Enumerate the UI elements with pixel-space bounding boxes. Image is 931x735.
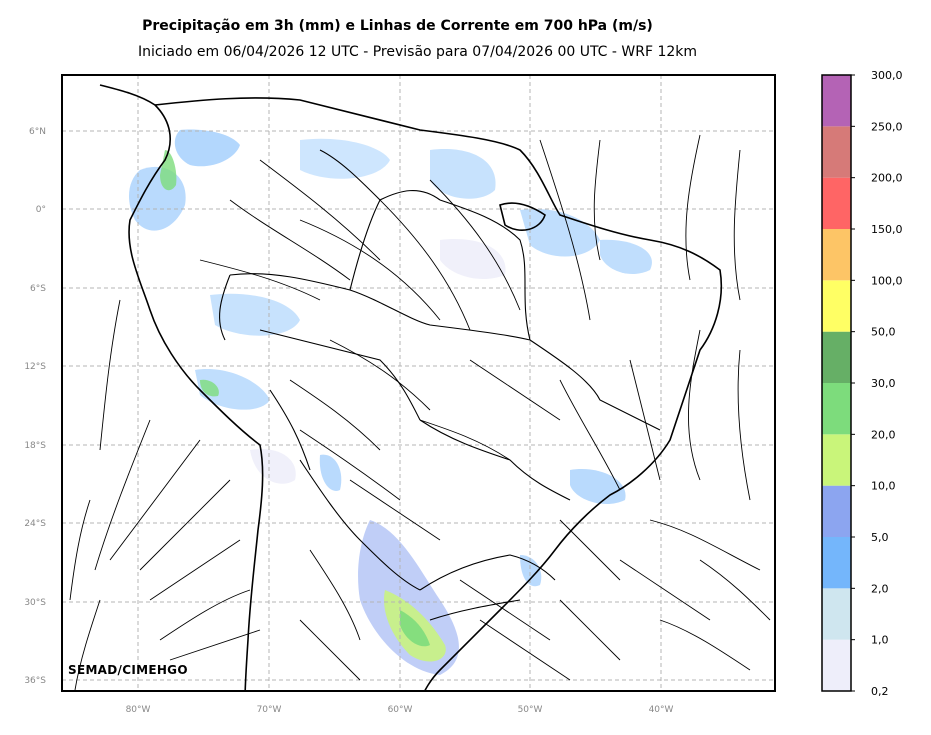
colorbar-swatch (822, 537, 851, 589)
credit-label: SEMAD/CIMEHGO (68, 663, 188, 677)
coastline (99, 84, 723, 691)
lat-label: 30°S (24, 598, 46, 608)
lon-label: 70°W (257, 705, 282, 715)
colorbar-label: 200,0 (871, 172, 903, 185)
colorbar-swatch (822, 639, 851, 691)
colorbar-label: 2,0 (871, 582, 889, 595)
colorbar-swatch (822, 434, 851, 486)
lon-label: 50°W (518, 705, 543, 715)
colorbar-label: 50,0 (871, 326, 896, 339)
colorbar-label: 20,0 (871, 428, 896, 441)
colorbar-swatch (822, 485, 851, 537)
colorbar-swatch (822, 331, 851, 383)
lon-label: 40°W (649, 705, 674, 715)
colorbar-label: 0,2 (871, 685, 889, 698)
map-area (62, 75, 775, 691)
lon-axis-labels: 80°W 70°W 60°W 50°W 40°W (126, 705, 674, 715)
lon-label: 80°W (126, 705, 151, 715)
colorbar-label: 250,0 (871, 120, 903, 133)
colorbar-label: 5,0 (871, 531, 889, 544)
lat-label: 36°S (24, 676, 46, 686)
map-title: Precipitação em 3h (mm) e Linhas de Corr… (142, 18, 653, 34)
colorbar-label: 100,0 (871, 274, 903, 287)
colorbar-swatch (822, 229, 851, 281)
lat-axis-labels: 6°N 0° 6°S 12°S 18°S 24°S 30°S 36°S (24, 127, 46, 686)
lat-label: 0° (36, 205, 46, 215)
colorbar-label: 300,0 (871, 69, 903, 82)
colorbar-label: 150,0 (871, 223, 903, 236)
colorbar-label: 10,0 (871, 480, 896, 493)
colorbar-swatch (822, 280, 851, 332)
lat-label: 12°S (24, 362, 46, 372)
colorbar-swatch (822, 383, 851, 435)
colorbar-swatch (822, 126, 851, 178)
political-borders (219, 149, 661, 621)
colorbar: 0,2 1,0 2,0 5,0 10,0 20,0 30,0 50,0 100,0 150,0 20… (821, 69, 903, 698)
colorbar-label: 30,0 (871, 377, 896, 390)
lat-label: 6°S (30, 284, 46, 294)
lat-label: 18°S (24, 441, 46, 451)
colorbar-swatch (822, 177, 851, 229)
streamlines (69, 134, 771, 691)
lat-label: 6°N (29, 127, 46, 137)
colorbar-swatch (822, 588, 851, 640)
lon-label: 60°W (388, 705, 413, 715)
colorbar-label: 1,0 (871, 634, 889, 647)
map-subtitle: Iniciado em 06/04/2026 12 UTC - Previsão… (137, 44, 698, 60)
lat-label: 24°S (24, 519, 46, 529)
map-frame (61, 74, 776, 692)
colorbar-swatch (822, 75, 851, 127)
